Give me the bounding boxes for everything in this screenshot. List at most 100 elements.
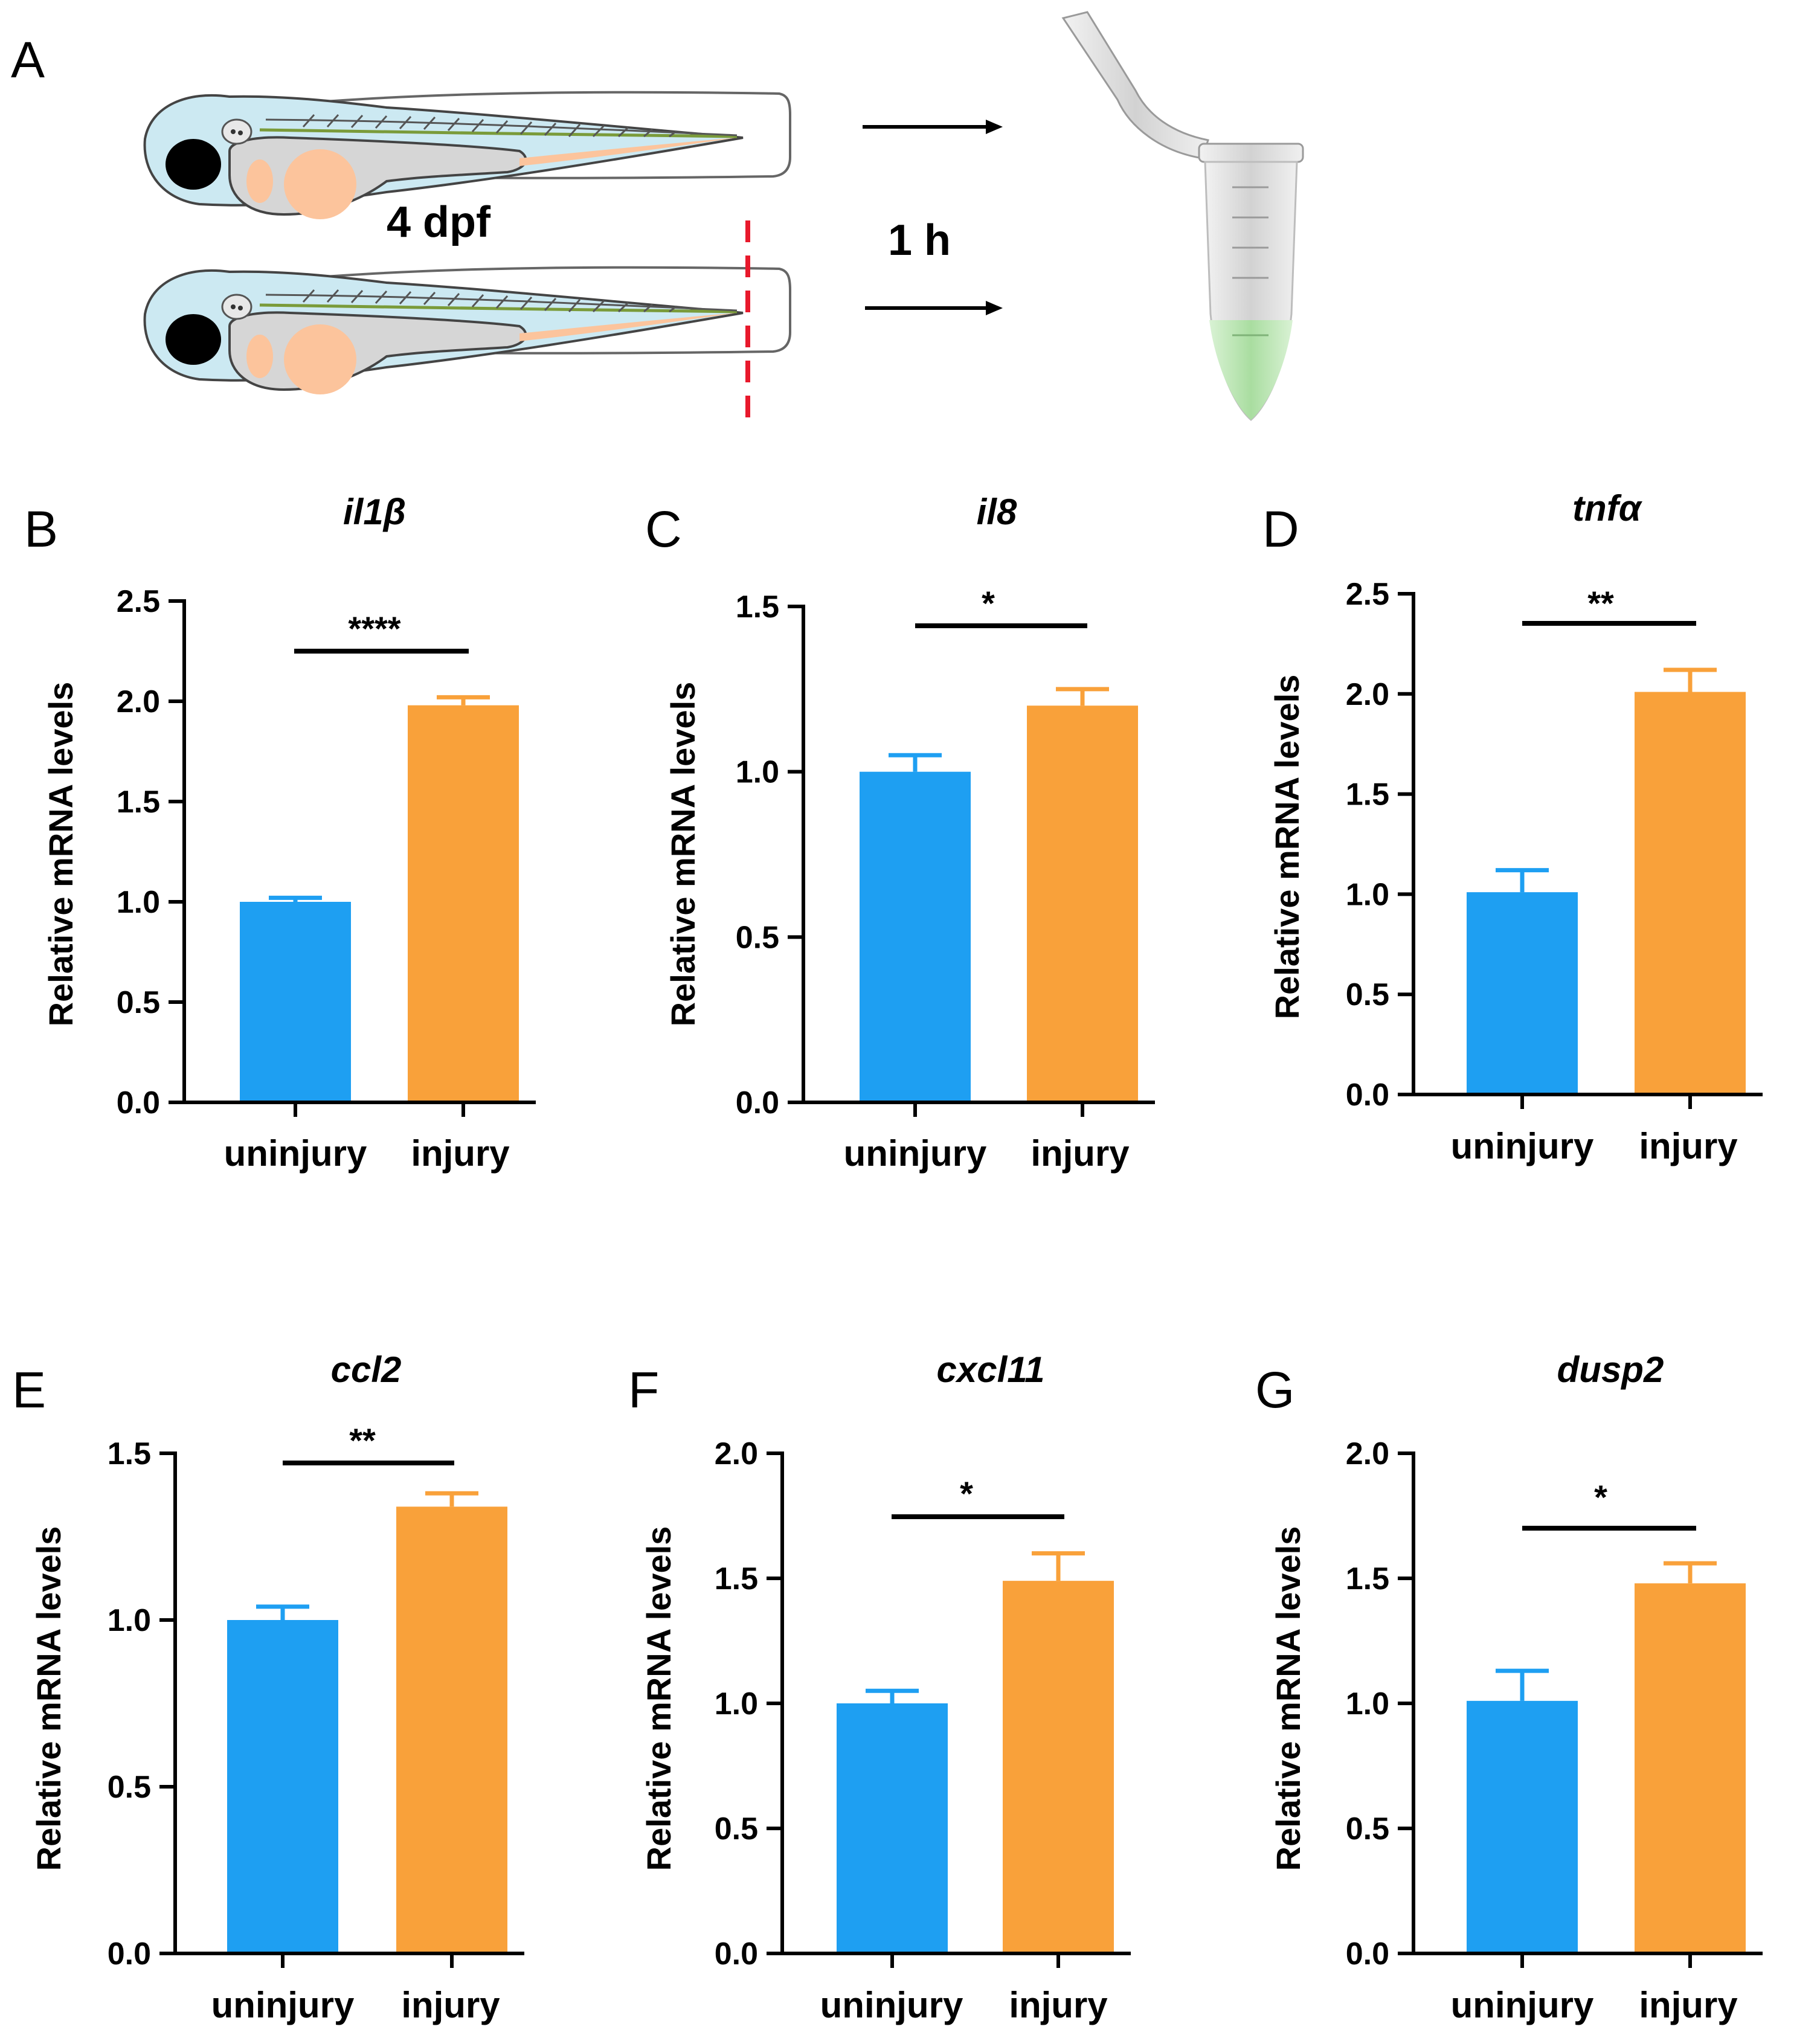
- y-tick-label: 1.5: [108, 1436, 151, 1471]
- y-tick-label: 2.0: [715, 1436, 758, 1471]
- panel-c-chart: C il8 Relative mRNA levels uninjury inju…: [645, 492, 1155, 1174]
- bar-uninjury: [240, 902, 351, 1102]
- panel-letter-a: A: [11, 31, 45, 88]
- significance-label: ****: [348, 609, 400, 648]
- panel-letter: D: [1262, 501, 1299, 558]
- bar-uninjury: [227, 1620, 338, 1953]
- eye: [166, 139, 221, 190]
- bar-injury: [1003, 1581, 1114, 1953]
- age-label: 4 dpf: [387, 198, 491, 246]
- y-tick-label: 1.0: [117, 885, 160, 920]
- otolith: [238, 130, 243, 135]
- category-label-injury: injury: [1639, 1126, 1738, 1166]
- category-label-uninjury: uninjury: [224, 1133, 367, 1174]
- panel-letter: E: [12, 1361, 46, 1418]
- panel-letter: C: [645, 501, 682, 558]
- y-tick-label: 1.0: [1346, 1686, 1389, 1721]
- y-tick-label: 0.0: [108, 1937, 151, 1972]
- y-tick-label: 0.0: [117, 1085, 160, 1120]
- arrow-uninjured: [863, 120, 1003, 134]
- panel-letter: G: [1255, 1361, 1294, 1418]
- bar-injury: [1635, 692, 1746, 1095]
- panel-g-chart: G dusp2 Relative mRNA levels uninjury in…: [1255, 1349, 1763, 2025]
- category-label-injury: injury: [401, 1985, 500, 2025]
- bar-injury: [1635, 1583, 1746, 1953]
- significance-label: **: [349, 1421, 376, 1459]
- chart-title: cxcl11: [936, 1349, 1044, 1390]
- panel-b-chart: B il1β Relative mRNA levels uninjury inj…: [24, 492, 536, 1174]
- bar-uninjury: [1467, 892, 1578, 1095]
- category-label-injury: injury: [1639, 1985, 1738, 2025]
- otolith: [238, 306, 243, 310]
- y-tick-label: 0.0: [1346, 1937, 1389, 1972]
- otolith: [231, 129, 236, 134]
- bar-injury: [408, 705, 519, 1102]
- y-tick-label: 1.5: [736, 590, 779, 625]
- arrow-injured: [865, 301, 1003, 315]
- plot-area: 0.0 0.5 1.0 1.5 2.0: [715, 1436, 1131, 1972]
- larva-uninjured: [143, 91, 791, 219]
- y-tick-label: 0.5: [736, 920, 779, 955]
- somites: [302, 114, 677, 138]
- category-label-uninjury: uninjury: [1451, 1985, 1594, 2025]
- pericardial-tissue: [246, 335, 273, 378]
- y-tick-label: 0.0: [715, 1937, 758, 1972]
- y-axis-label: Relative mRNA levels: [1269, 1526, 1307, 1871]
- y-tick-label: 0.5: [1346, 977, 1389, 1012]
- y-tick-label: 2.5: [1346, 577, 1389, 612]
- gut-tissue: [519, 313, 737, 341]
- panel-letter: F: [628, 1361, 659, 1418]
- plot-area: 0.0 0.5 1.0 1.5: [736, 590, 1155, 1120]
- panel-f-chart: F cxcl11 Relative mRNA levels uninjury i…: [628, 1349, 1131, 2025]
- bar-injury: [396, 1506, 507, 1953]
- eye: [166, 314, 221, 365]
- category-label-uninjury: uninjury: [211, 1985, 355, 2025]
- y-tick-label: 0.0: [1346, 1078, 1389, 1113]
- y-tick-label: 1.5: [117, 785, 160, 820]
- panel-d-chart: D tnfα Relative mRNA levels uninjury inj…: [1262, 488, 1763, 1166]
- y-tick-label: 2.0: [1346, 1436, 1389, 1471]
- significance-label: **: [1587, 584, 1614, 622]
- y-tick-label: 1.0: [1346, 877, 1389, 912]
- chart-title: tnfα: [1572, 488, 1643, 529]
- y-tick-label: 1.0: [108, 1603, 151, 1638]
- plot-area: 0.0 0.5 1.0 1.5 2.0 2.5: [117, 584, 536, 1120]
- time-label: 1 h: [888, 216, 951, 265]
- heart-tissue: [284, 149, 356, 219]
- tube-icon: [1061, 11, 1304, 421]
- y-tick-label: 1.0: [736, 755, 779, 790]
- notochord: [259, 303, 738, 313]
- significance-label: *: [1594, 1478, 1607, 1516]
- gut-tissue: [519, 138, 737, 166]
- y-tick-label: 0.5: [117, 985, 160, 1020]
- bar-uninjury: [860, 771, 971, 1102]
- y-tick-label: 0.0: [736, 1085, 779, 1120]
- y-axis-label: Relative mRNA levels: [30, 1526, 68, 1871]
- y-axis-label: Relative mRNA levels: [42, 682, 80, 1027]
- bar-injury: [1027, 706, 1138, 1102]
- significance-label: *: [982, 584, 995, 622]
- y-tick-label: 0.5: [108, 1770, 151, 1805]
- y-tick-label: 0.5: [715, 1811, 758, 1847]
- y-tick-label: 2.0: [117, 684, 160, 719]
- tube-cap-hinge: [1061, 11, 1209, 159]
- panel-e-chart: E ccl2 Relative mRNA levels uninjury inj…: [12, 1349, 524, 2025]
- notochord: [259, 128, 738, 138]
- plot-area: 0.0 0.5 1.0 1.5: [108, 1436, 524, 1972]
- y-tick-label: 2.0: [1346, 677, 1389, 712]
- category-label-injury: injury: [411, 1133, 510, 1174]
- chart-title: dusp2: [1557, 1349, 1664, 1390]
- pericardial-tissue: [246, 159, 273, 203]
- plot-area: 0.0 0.5 1.0 1.5 2.0: [1346, 1436, 1763, 1972]
- chart-title: il1β: [343, 492, 406, 532]
- tube-rim: [1198, 143, 1304, 163]
- y-axis-label: Relative mRNA levels: [664, 682, 702, 1027]
- tube-liquid: [1209, 320, 1293, 420]
- category-label-injury: injury: [1031, 1133, 1130, 1174]
- panel-a-schematic: A: [11, 11, 1304, 430]
- y-tick-label: 2.5: [117, 584, 160, 619]
- heart-tissue: [284, 324, 356, 394]
- chart-title: il8: [977, 492, 1017, 532]
- category-label-uninjury: uninjury: [1451, 1126, 1594, 1166]
